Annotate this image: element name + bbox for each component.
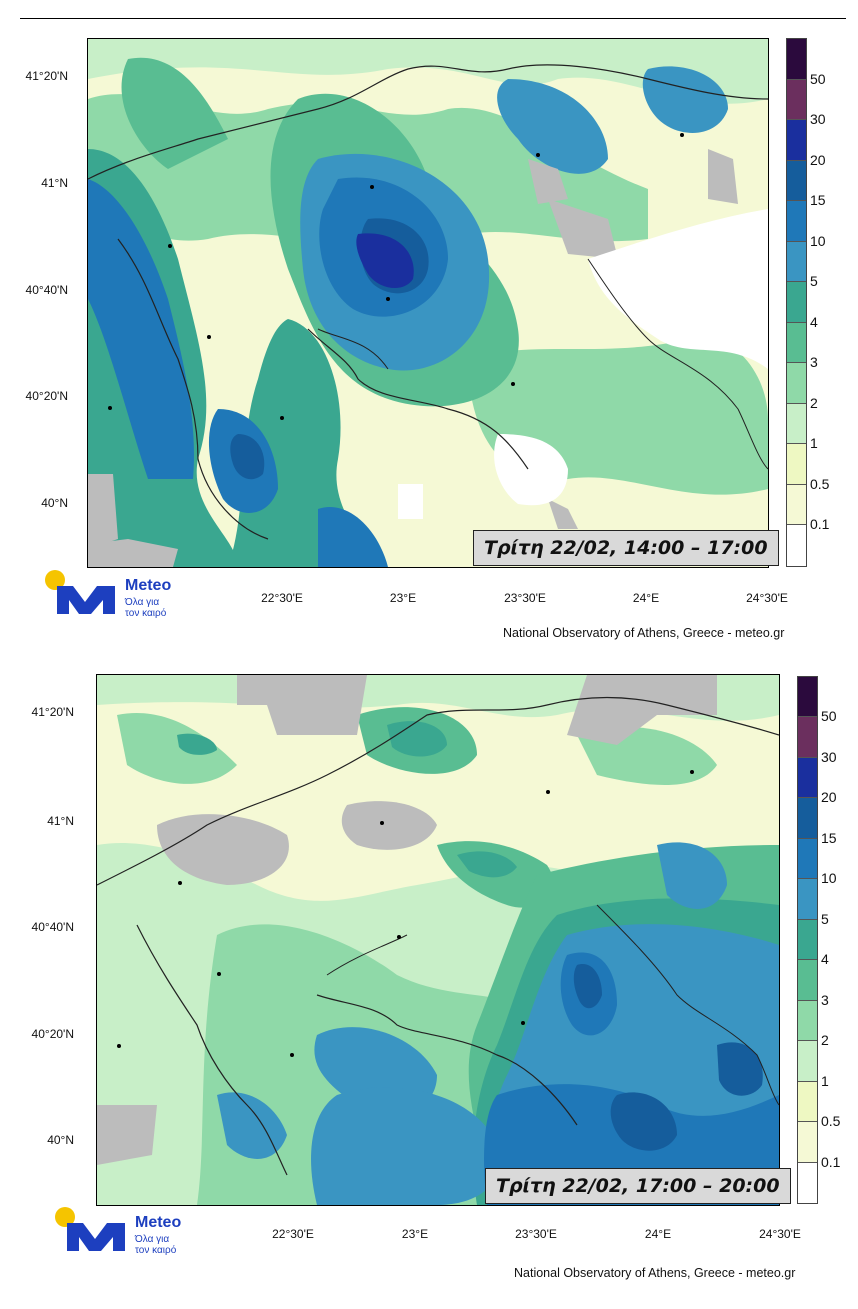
legend-label: 50 bbox=[821, 708, 837, 725]
legend-label: 30 bbox=[821, 748, 837, 765]
legend-swatch bbox=[798, 717, 817, 758]
lat-label: 40°20'N bbox=[31, 1027, 74, 1041]
legend-label: 1 bbox=[821, 1072, 829, 1089]
lat-label: 40°40'N bbox=[31, 920, 74, 934]
legend-swatch bbox=[787, 282, 806, 323]
lon-label: 23°30'E bbox=[515, 1227, 557, 1241]
legend-swatch bbox=[787, 120, 806, 161]
logo-tagline: τον καιρό bbox=[135, 1245, 177, 1256]
legend-swatch bbox=[798, 1162, 817, 1203]
legend-label: 0.5 bbox=[810, 475, 830, 492]
meteo-logo: Meteo Όλα για τον καιρό bbox=[45, 570, 175, 620]
legend-swatch bbox=[798, 1081, 817, 1123]
legend-label: 20 bbox=[821, 789, 837, 806]
source-credit: National Observatory of Athens, Greece -… bbox=[503, 626, 785, 640]
legend-swatch bbox=[787, 160, 806, 202]
legend-swatch bbox=[787, 484, 806, 526]
logo-tagline: τον καιρό bbox=[125, 608, 167, 619]
legend-label: 50 bbox=[810, 70, 826, 87]
legend-swatch bbox=[798, 757, 817, 799]
legend-label: 5 bbox=[810, 273, 818, 290]
meteo-logo: Meteo Όλα για τον καιρό bbox=[55, 1207, 185, 1257]
lon-label: 22°30'E bbox=[272, 1227, 314, 1241]
legend-swatch bbox=[787, 241, 806, 283]
legend-label: 4 bbox=[821, 951, 829, 968]
legend-swatch bbox=[787, 201, 806, 242]
legend-label: 10 bbox=[821, 870, 837, 887]
lon-label: 23°E bbox=[401, 1227, 429, 1241]
logo-name: Meteo bbox=[125, 577, 172, 594]
precipitation-legend bbox=[797, 676, 818, 1204]
time-range-label: Τρίτη 22/02, 17:00 – 20:00 bbox=[485, 1168, 791, 1204]
lon-label: 22°30'E bbox=[261, 591, 303, 605]
legend-swatch bbox=[798, 838, 817, 880]
lon-label: 23°E bbox=[389, 591, 417, 605]
precipitation-map-2 bbox=[96, 674, 780, 1206]
legend-label: 10 bbox=[810, 232, 826, 249]
legend-swatch bbox=[787, 403, 806, 445]
lat-label: 41°N bbox=[47, 814, 74, 828]
source-credit: National Observatory of Athens, Greece -… bbox=[514, 1266, 796, 1280]
logo-name: Meteo bbox=[135, 1214, 182, 1231]
lat-label: 40°N bbox=[47, 1133, 74, 1147]
legend-swatch bbox=[787, 444, 806, 485]
legend-swatch bbox=[787, 363, 806, 404]
lon-label: 24°30'E bbox=[759, 1227, 801, 1241]
lat-label: 40°20'N bbox=[25, 389, 68, 403]
legend-label: 15 bbox=[821, 829, 837, 846]
logo-tagline: Όλα για bbox=[135, 1234, 170, 1245]
legend-swatch bbox=[798, 879, 817, 920]
forecast-panel-2: 41°20'N 41°N 40°40'N 40°20'N 40°N 22°30'… bbox=[0, 650, 858, 1309]
top-rule bbox=[20, 18, 846, 19]
legend-label: 0.1 bbox=[810, 516, 830, 533]
legend-swatch bbox=[798, 1000, 817, 1042]
legend-label: 15 bbox=[810, 192, 826, 209]
legend-swatch bbox=[798, 798, 817, 839]
legend-label: 20 bbox=[810, 151, 826, 168]
legend-swatch bbox=[787, 525, 806, 566]
legend-swatch bbox=[798, 1122, 817, 1163]
logo-tagline: Όλα για bbox=[125, 597, 160, 608]
legend-label: 1 bbox=[810, 435, 818, 452]
legend-label: 3 bbox=[821, 991, 829, 1008]
lat-label: 41°N bbox=[41, 176, 68, 190]
legend-swatch bbox=[787, 322, 806, 364]
legend-swatch bbox=[787, 39, 806, 80]
legend-swatch bbox=[798, 919, 817, 961]
legend-swatch bbox=[798, 1041, 817, 1082]
lon-label: 24°E bbox=[644, 1227, 672, 1241]
lat-label: 40°40'N bbox=[25, 283, 68, 297]
legend-label: 5 bbox=[821, 910, 829, 927]
lon-label: 24°E bbox=[632, 591, 660, 605]
legend-label: 2 bbox=[821, 1032, 829, 1049]
legend-swatch bbox=[798, 677, 817, 718]
precipitation-legend bbox=[786, 38, 807, 567]
forecast-panel-1: 41°20'N 41°N 40°40'N 40°20'N 40°N 22°30'… bbox=[0, 0, 858, 650]
precipitation-map-1 bbox=[87, 38, 769, 568]
lat-label: 41°20'N bbox=[25, 69, 68, 83]
legend-swatch bbox=[798, 960, 817, 1001]
lat-label: 40°N bbox=[41, 496, 68, 510]
legend-label: 2 bbox=[810, 394, 818, 411]
lat-label: 41°20'N bbox=[31, 705, 74, 719]
lon-label: 24°30'E bbox=[746, 591, 788, 605]
legend-swatch bbox=[787, 79, 806, 121]
legend-label: 4 bbox=[810, 313, 818, 330]
legend-label: 3 bbox=[810, 354, 818, 371]
lon-label: 23°30'E bbox=[504, 591, 546, 605]
legend-label: 0.5 bbox=[821, 1113, 841, 1130]
time-range-label: Τρίτη 22/02, 14:00 – 17:00 bbox=[473, 530, 779, 566]
legend-label: 0.1 bbox=[821, 1153, 841, 1170]
legend-label: 30 bbox=[810, 111, 826, 128]
